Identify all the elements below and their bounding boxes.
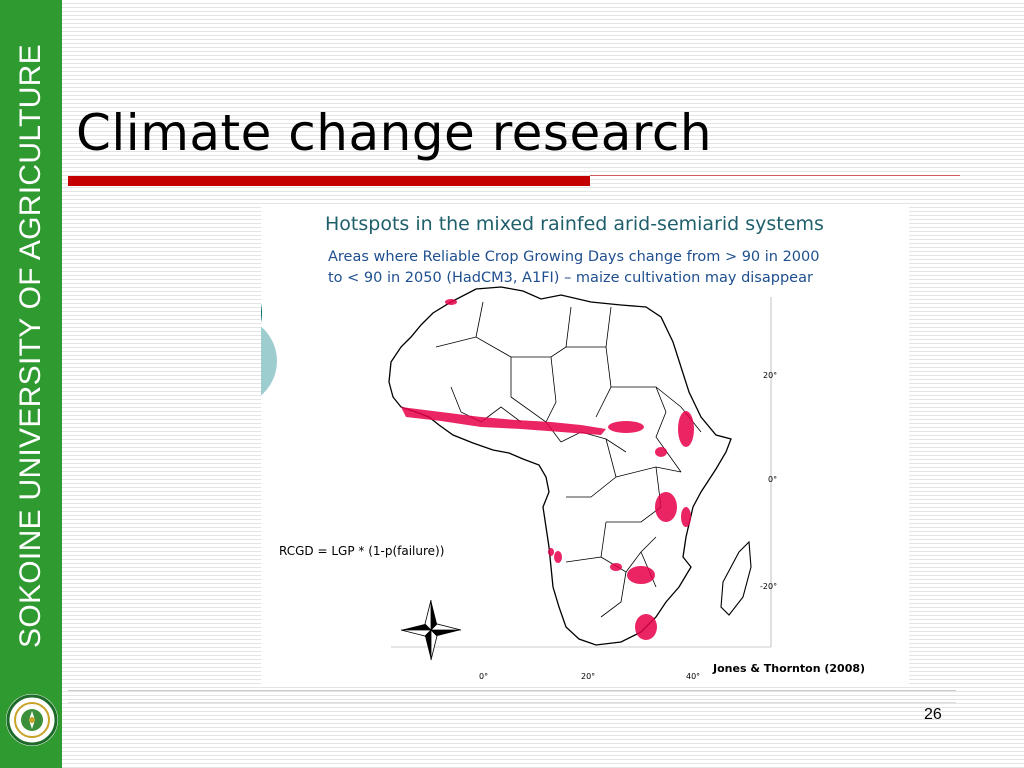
lon-label-0: 0° xyxy=(479,672,489,681)
title-rule xyxy=(590,175,960,176)
hotspot-areas xyxy=(401,299,694,640)
lon-label-40e: 40° xyxy=(686,672,701,681)
figure-credit: Jones & Thornton (2008) xyxy=(713,662,866,675)
africa-outline xyxy=(388,286,732,646)
lat-label-20n: 20° xyxy=(763,371,778,380)
title-underline-bar xyxy=(68,176,590,186)
rcgd-formula: RCGD = LGP * (1-p(failure)) xyxy=(279,544,445,558)
lat-label-20s: -20° xyxy=(760,582,778,591)
madagascar-outline xyxy=(720,540,752,616)
hotspot-map-figure: Hotspots in the mixed rainfed arid-semia… xyxy=(261,207,909,687)
page-number: 26 xyxy=(924,706,942,723)
figure-subtitle: Areas where Reliable Crop Growing Days c… xyxy=(328,247,898,289)
country-borders xyxy=(435,301,702,618)
figure-subtitle-line1: Areas where Reliable Crop Growing Days c… xyxy=(328,249,820,265)
lon-label-20e: 20° xyxy=(581,672,596,681)
university-name: SOKOINE UNIVERSITY OF AGRICULTURE xyxy=(14,44,47,648)
footer-rule xyxy=(68,690,956,691)
figure-subtitle-line2: to < 90 in 2050 (HadCM3, A1FI) – maize c… xyxy=(328,270,813,286)
africa-map xyxy=(388,286,772,661)
lat-label-0: 0° xyxy=(768,475,778,484)
figure-title: Hotspots in the mixed rainfed arid-semia… xyxy=(325,213,824,235)
decorative-circles xyxy=(261,303,277,396)
university-seal-icon xyxy=(6,694,58,746)
sidebar-band: SOKOINE UNIVERSITY OF AGRICULTURE xyxy=(0,0,62,768)
slide-title: Climate change research xyxy=(76,104,713,162)
footer-rule-secondary xyxy=(68,702,956,703)
compass-rose-icon xyxy=(400,599,462,661)
